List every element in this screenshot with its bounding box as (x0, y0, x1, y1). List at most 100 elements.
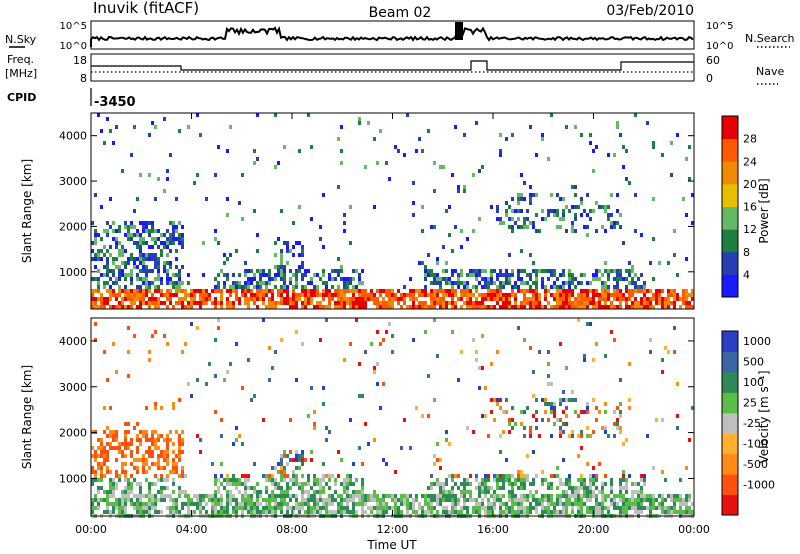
data-cell (361, 305, 364, 309)
data-cell (400, 305, 403, 309)
data-cell (325, 510, 328, 514)
data-cell (244, 498, 247, 502)
data-cell (463, 133, 466, 137)
data-cell (202, 297, 205, 301)
data-cell (673, 494, 676, 498)
data-cell (277, 502, 280, 506)
data-cell (463, 478, 466, 482)
data-cell (349, 478, 352, 482)
data-cell (508, 273, 511, 277)
data-cell (520, 305, 523, 309)
data-cell (403, 418, 406, 422)
data-cell (574, 490, 577, 494)
data-cell (322, 293, 325, 297)
data-cell (256, 490, 259, 494)
data-cell (286, 285, 289, 289)
data-cell (673, 293, 676, 297)
data-cell (361, 394, 364, 398)
data-cell (346, 478, 349, 482)
data-cell (256, 157, 259, 161)
data-cell (190, 502, 193, 506)
data-cell (139, 257, 142, 261)
data-cell (400, 297, 403, 301)
data-cell (244, 494, 247, 498)
data-cell (328, 502, 331, 506)
data-cell (265, 478, 268, 482)
data-cell (613, 221, 616, 225)
data-cell (559, 502, 562, 506)
data-cell (475, 301, 478, 305)
data-cell (466, 289, 469, 293)
data-cell (628, 362, 631, 366)
data-cell (439, 458, 442, 462)
data-cell (478, 482, 481, 486)
data-cell (154, 482, 157, 486)
data-cell (382, 458, 385, 462)
data-cell (499, 502, 502, 506)
data-cell (112, 261, 115, 265)
data-cell (322, 486, 325, 490)
data-cell (379, 406, 382, 410)
data-cell (442, 490, 445, 494)
data-cell (214, 237, 217, 241)
data-cell (481, 482, 484, 486)
data-cell (172, 502, 175, 506)
data-cell (424, 277, 427, 281)
data-cell (382, 297, 385, 301)
data-cell (289, 506, 292, 510)
data-cell (592, 277, 595, 281)
velocity-colorbar-tick-label: -1000 (743, 478, 775, 491)
data-cell (118, 293, 121, 297)
data-cell (151, 462, 154, 466)
data-cell (673, 510, 676, 514)
data-cell (589, 289, 592, 293)
data-cell (655, 498, 658, 502)
data-cell (115, 446, 118, 450)
data-cell (514, 482, 517, 486)
data-cell (613, 338, 616, 342)
data-cell (598, 410, 601, 414)
data-cell (172, 406, 175, 410)
data-cell (508, 506, 511, 510)
data-cell (253, 293, 256, 297)
data-cell (205, 293, 208, 297)
data-cell (313, 502, 316, 506)
data-cell (220, 269, 223, 273)
data-cell (133, 125, 136, 129)
data-cell (640, 510, 643, 514)
data-cell (472, 269, 475, 273)
data-cell (343, 358, 346, 362)
data-cell (520, 502, 523, 506)
data-cell (631, 265, 634, 269)
data-cell (568, 269, 571, 273)
data-cell (94, 338, 97, 342)
velocity-colorbar-swatch (722, 474, 738, 496)
data-cell (661, 510, 664, 514)
data-cell (451, 249, 454, 253)
data-cell (442, 269, 445, 273)
data-cell (319, 293, 322, 297)
data-cell (181, 225, 184, 229)
data-cell (478, 293, 481, 297)
data-cell (610, 213, 613, 217)
data-cell (298, 502, 301, 506)
data-cell (499, 450, 502, 454)
data-cell (583, 478, 586, 482)
data-cell (358, 502, 361, 506)
data-cell (538, 502, 541, 506)
data-cell (499, 273, 502, 277)
data-cell (142, 293, 145, 297)
data-cell (514, 281, 517, 285)
data-cell (652, 502, 655, 506)
data-cell (349, 498, 352, 502)
data-cell (550, 474, 553, 478)
data-cell (316, 510, 319, 514)
data-cell (634, 510, 637, 514)
data-cell (325, 482, 328, 486)
velocity-colorbar-tick-label: 1000 (743, 335, 771, 348)
data-cell (529, 502, 532, 506)
data-cell (568, 277, 571, 281)
data-cell (517, 502, 520, 506)
data-cell (457, 378, 460, 382)
